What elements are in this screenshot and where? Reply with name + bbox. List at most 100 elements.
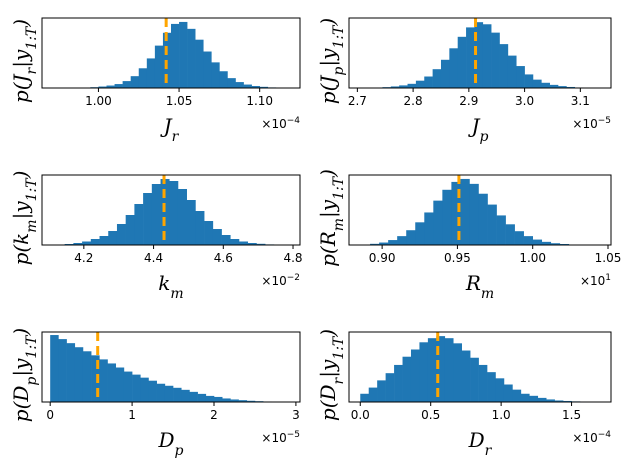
histogram-bar	[461, 350, 471, 402]
histogram-bar	[58, 339, 67, 402]
histogram-bar	[205, 395, 215, 402]
histogram-bar	[491, 32, 500, 88]
histogram-panel-4: 0.90 0.95 1.00 1.05 Rm ×101 p(Rm|y1:T)	[316, 169, 621, 302]
histogram-bar	[211, 62, 220, 88]
x-tick-label: 1.10	[246, 94, 273, 108]
histogram-bar	[115, 367, 125, 402]
histogram-bar	[235, 82, 244, 88]
x-tick-label: 4.4	[144, 251, 163, 265]
histogram-bar	[98, 86, 107, 88]
x-axis-label: Rm	[465, 271, 494, 302]
histogram-bar	[532, 239, 543, 245]
y-axis-label: p(km|y1:T)	[9, 171, 40, 266]
histogram-bar	[171, 23, 180, 89]
x-tick-label: 1.05	[595, 251, 622, 265]
histogram-bar	[370, 243, 380, 245]
histogram-panel-1: 1.00 1.05 1.10 Jr ×10−4 p(Jr|y1:T)	[9, 17, 301, 145]
histogram-bar	[546, 399, 555, 402]
histogram-bar	[169, 181, 179, 245]
histogram-bar	[537, 397, 547, 402]
x-tick-label: 1.5	[562, 408, 581, 422]
x-tick-label: 4.8	[283, 251, 302, 265]
histogram-bar	[90, 239, 100, 245]
histogram-bar	[503, 384, 513, 402]
histogram-bar	[243, 84, 252, 88]
histogram-bar	[407, 83, 417, 88]
x-tick-label: 0.90	[369, 251, 396, 265]
histogram-bar	[230, 399, 239, 402]
histogram-bar	[204, 221, 214, 245]
histogram-bar	[256, 243, 266, 245]
histogram-bar	[368, 387, 378, 402]
histogram-bar	[512, 389, 522, 402]
y-axis-label: p(Dp|y1:T)	[9, 328, 40, 422]
histogram-bar	[451, 181, 461, 245]
axis-offset-text: ×10−5	[572, 116, 611, 131]
x-tick-label: 4.6	[214, 251, 233, 265]
histogram-bar	[195, 39, 204, 88]
histogram-bar	[399, 85, 408, 88]
x-tick-label: 0.5	[421, 408, 440, 422]
histogram-bar	[554, 400, 564, 402]
x-tick-label: 1.00	[85, 94, 112, 108]
histogram-bar	[197, 393, 207, 402]
histogram-bar	[116, 224, 126, 245]
axis-offset-text: ×10−5	[261, 430, 300, 445]
histogram-bar	[440, 59, 450, 88]
histogram-bar	[558, 86, 567, 88]
histogram-bar	[415, 222, 425, 245]
histogram-bar	[259, 86, 269, 88]
histogram-bar	[436, 336, 446, 402]
histogram-bar	[247, 243, 257, 245]
histogram-bar	[181, 389, 190, 402]
histogram-bar	[424, 76, 433, 88]
x-tick-label: 0	[46, 408, 54, 422]
histogram-bar	[203, 51, 212, 88]
histogram-bar	[460, 178, 470, 245]
histogram-bar	[99, 359, 108, 402]
histogram-bar	[238, 400, 248, 402]
histogram-bar	[107, 363, 117, 402]
histogram-bar	[442, 189, 452, 245]
histogram-bar	[214, 396, 223, 402]
histogram-panel-6: 0.0 0.5 1.0 1.5 Dr ×10−4 p(Dr|y1:T)	[316, 329, 612, 458]
histogram-bar	[173, 387, 182, 402]
histogram-bar	[427, 338, 437, 402]
histogram-bar	[138, 68, 148, 88]
histogram-bar	[212, 229, 222, 245]
histogram-bar	[146, 58, 156, 88]
histogram-bar	[246, 400, 256, 402]
histogram-bar	[177, 189, 187, 245]
histogram-bar	[134, 204, 144, 245]
histogram-bar	[143, 193, 153, 245]
histogram-bar	[424, 212, 434, 245]
histogram-bar	[74, 347, 84, 402]
histogram-bar	[151, 184, 161, 245]
histogram-bar	[402, 356, 412, 402]
histogram-bar	[478, 364, 488, 402]
y-axis-label: p(Dr|y1:T)	[316, 329, 347, 421]
histogram-bar	[179, 21, 188, 88]
x-tick-label: 3	[292, 408, 300, 422]
histogram-bar	[66, 343, 76, 402]
histogram-bar	[230, 239, 240, 245]
histogram-bar	[108, 231, 118, 245]
axis-offset-text: ×10−4	[572, 430, 611, 445]
histogram-bar	[432, 69, 442, 88]
histogram-panel-2: 2.7 2.8 2.9 3.0 3.1 Jp ×10−5 p(Jp|y1:T)	[316, 17, 612, 145]
histogram-bar	[482, 24, 492, 88]
histogram-bar	[99, 236, 109, 245]
axes-frame	[41, 174, 301, 246]
histogram-bar	[496, 215, 506, 245]
histogram-bar	[82, 351, 92, 402]
histogram-bar	[156, 383, 166, 402]
histogram-bar	[449, 48, 458, 88]
x-tick-label: 4.2	[74, 251, 93, 265]
x-tick-label: 1	[128, 408, 136, 422]
histogram-bar	[466, 27, 475, 88]
histogram-bar	[114, 84, 123, 88]
histogram-bar	[499, 44, 509, 88]
x-axis-label: Jr	[160, 114, 180, 145]
axis-offset-text: ×10−2	[261, 273, 300, 288]
